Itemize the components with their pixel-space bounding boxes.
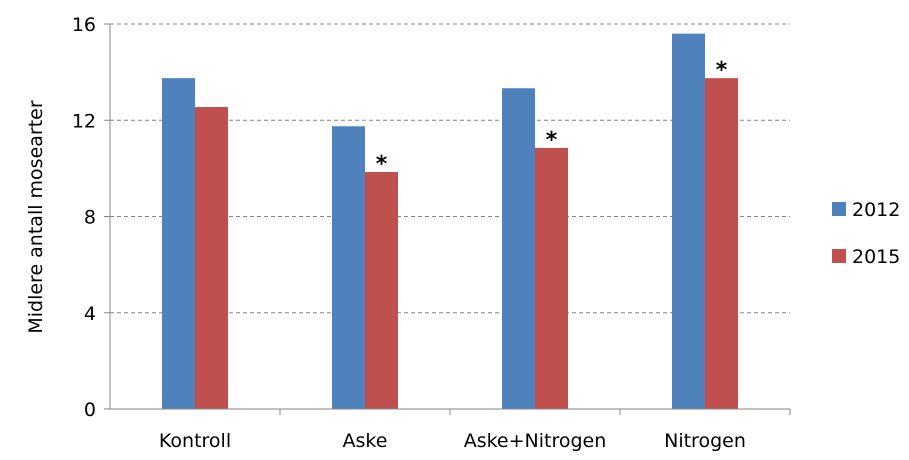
bar-2012-aske-nitrogen	[502, 88, 535, 409]
x-category-label: Nitrogen	[664, 430, 746, 452]
y-tick-label: 0	[84, 399, 96, 421]
x-category-label: Kontroll	[159, 430, 231, 452]
bars	[162, 33, 738, 409]
legend-swatch-2012	[832, 202, 846, 216]
y-tick-label: 4	[84, 303, 96, 325]
bar-2015-aske	[365, 171, 398, 409]
annotations: * * *	[376, 58, 728, 177]
y-tick-label: 16	[72, 14, 96, 36]
bar-2012-nitrogen	[672, 33, 705, 409]
significance-star: *	[716, 58, 728, 83]
legend-swatch-2015	[832, 249, 846, 263]
legend-label-2015: 2015	[852, 246, 900, 268]
legend-label-2012: 2012	[852, 199, 900, 221]
bar-2012-kontroll	[162, 78, 195, 409]
significance-star: *	[376, 152, 388, 177]
y-axis-title: Midlere antall mosearter	[25, 100, 47, 334]
bar-2015-nitrogen	[705, 78, 738, 409]
significance-star: *	[546, 128, 558, 153]
axis-labels: 0 4 8 12 16 Kontroll Aske Aske+Nitrogen Nitrogen	[72, 14, 746, 452]
x-category-label: Aske+Nitrogen	[464, 430, 607, 452]
y-tick-label: 8	[84, 207, 96, 229]
axes	[104, 23, 791, 415]
y-tick-label: 12	[72, 110, 96, 132]
x-category-label: Aske	[343, 430, 388, 452]
bar-2015-kontroll	[195, 107, 228, 409]
legend: 2012 2015	[832, 199, 900, 268]
bar-2012-aske	[332, 126, 365, 409]
bar-2015-aske-nitrogen	[535, 147, 568, 409]
